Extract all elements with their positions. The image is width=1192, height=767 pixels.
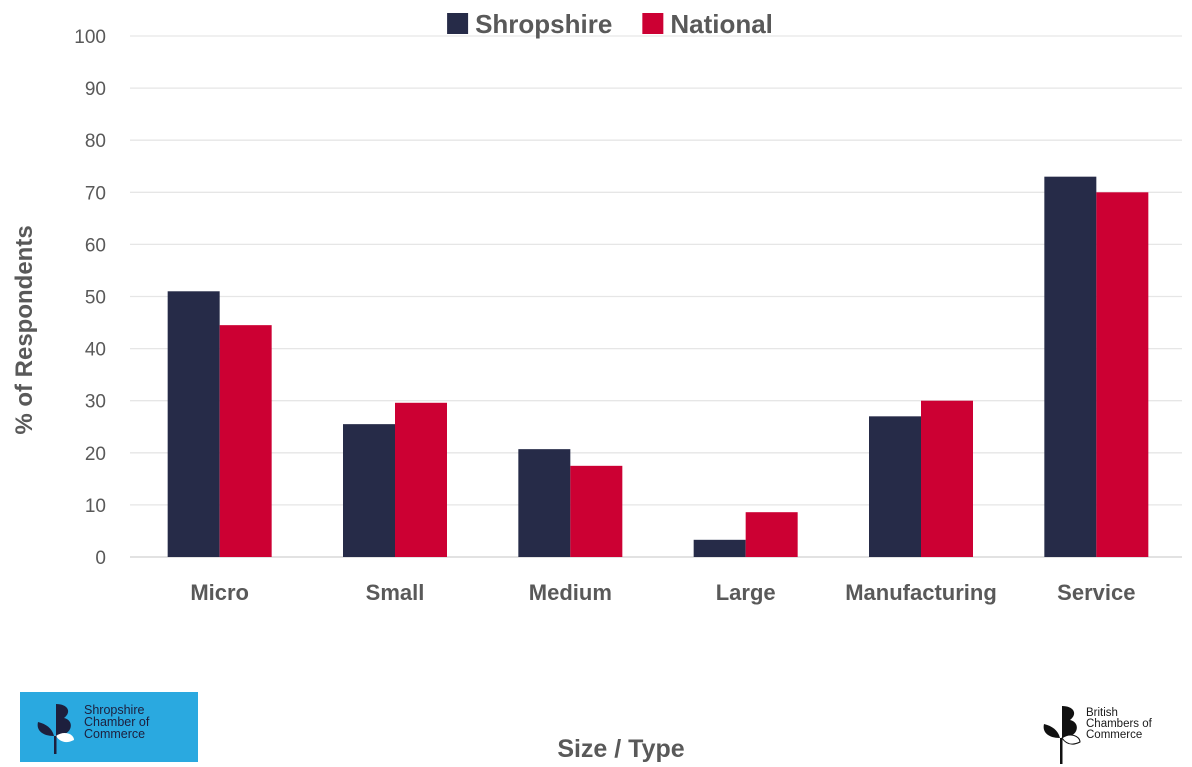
bar-chart: 0 10 20 30 40 50 60 70 80 90 100 Micro Small Medium L… bbox=[11, 9, 1182, 605]
shropshire-chamber-logo: Shropshire Chamber of Commerce bbox=[20, 692, 198, 762]
legend-swatch-shropshire bbox=[447, 13, 469, 34]
british-chambers-logo-text: British Chambers of Commerce bbox=[1086, 707, 1152, 741]
bar-national-medium bbox=[570, 465, 623, 557]
category-label: Service bbox=[1057, 580, 1135, 605]
bar-national-large bbox=[745, 512, 798, 557]
chamber-leaf-icon bbox=[37, 704, 74, 754]
bar-shropshire-service bbox=[1044, 176, 1097, 558]
bar-national-micro bbox=[219, 325, 272, 557]
y-axis-label: % of Respondents bbox=[11, 225, 38, 434]
y-tick-label: 100 bbox=[74, 27, 106, 48]
bar-shropshire-micro bbox=[167, 291, 220, 557]
y-tick-label: 80 bbox=[85, 131, 106, 152]
y-tick-label: 20 bbox=[85, 444, 106, 465]
bar-shropshire-manufacturing bbox=[869, 416, 921, 557]
bars bbox=[167, 176, 1149, 558]
bar-national-small bbox=[395, 402, 447, 557]
y-tick-label: 0 bbox=[95, 548, 106, 569]
bar-shropshire-small bbox=[343, 424, 395, 557]
bar-national-manufacturing bbox=[921, 400, 973, 557]
category-label: Large bbox=[716, 580, 776, 605]
legend-swatch-national bbox=[642, 13, 664, 34]
gridlines bbox=[130, 35, 1182, 558]
x-axis-label: Size / Type bbox=[557, 735, 684, 763]
chamber-leaf-icon bbox=[1043, 706, 1081, 764]
bar-shropshire-medium bbox=[518, 449, 571, 557]
y-tick-label: 30 bbox=[85, 392, 106, 413]
category-label: Small bbox=[366, 580, 425, 605]
y-tick-label: 60 bbox=[85, 235, 106, 256]
category-label: Medium bbox=[529, 580, 612, 605]
y-tick-label: 70 bbox=[85, 183, 106, 204]
shropshire-chamber-logo-text: Shropshire Chamber of Commerce bbox=[84, 703, 150, 741]
category-labels: Micro Small Medium Large Manufacturing Servic… bbox=[190, 580, 1135, 605]
y-tick-label: 10 bbox=[85, 496, 106, 517]
y-tick-labels: 0 10 20 30 40 50 60 70 80 90 100 bbox=[74, 27, 106, 569]
y-tick-label: 50 bbox=[85, 288, 106, 309]
british-chambers-logo: British Chambers of Commerce bbox=[1040, 702, 1170, 766]
bar-national-service bbox=[1096, 192, 1149, 558]
y-tick-label: 40 bbox=[85, 340, 106, 361]
legend-label-national: National bbox=[670, 9, 773, 39]
category-label: Manufacturing bbox=[845, 580, 997, 605]
legend-label-shropshire: Shropshire bbox=[475, 9, 612, 39]
category-label: Micro bbox=[190, 580, 249, 605]
y-tick-label: 90 bbox=[85, 79, 106, 100]
legend: Shropshire National bbox=[447, 9, 773, 39]
bar-shropshire-large bbox=[693, 539, 746, 557]
